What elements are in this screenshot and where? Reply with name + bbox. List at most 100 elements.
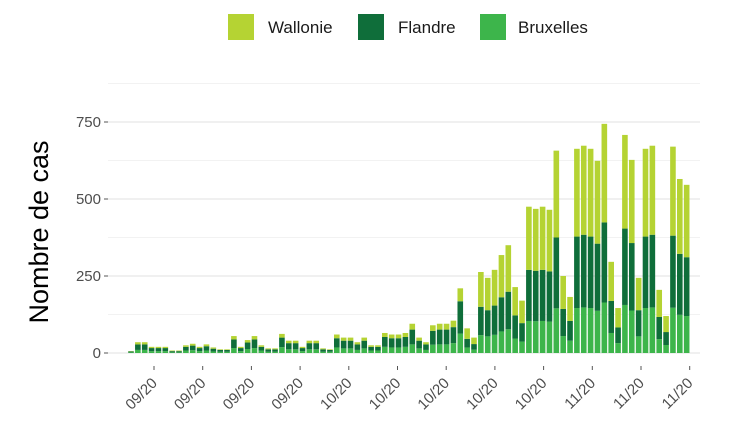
x-tick-label: 09/20 xyxy=(122,375,161,414)
bar-flandre xyxy=(203,346,210,351)
bar-bruxelles xyxy=(670,307,676,353)
bar-flandre xyxy=(320,349,326,352)
bar-flandre xyxy=(677,253,683,315)
y-tick-label: 500 xyxy=(76,191,101,208)
x-tick-label: 09/20 xyxy=(220,375,259,414)
bar-bruxelles xyxy=(580,307,587,353)
bar-wallonie xyxy=(683,184,690,258)
bar-wallonie xyxy=(279,333,285,338)
bar-flandre xyxy=(244,342,251,349)
bar-wallonie xyxy=(409,323,416,330)
bar-flandre xyxy=(237,348,244,352)
bar-bruxelles xyxy=(587,308,594,353)
bar-wallonie xyxy=(560,276,566,309)
bar-flandre xyxy=(347,340,354,349)
bar-bruxelles xyxy=(683,316,690,353)
bar-flandre xyxy=(210,348,217,352)
bar-flandre xyxy=(423,344,429,350)
bar-flandre xyxy=(141,344,148,350)
bar-bruxelles xyxy=(519,341,525,353)
bar-flandre xyxy=(292,343,299,350)
bar-bruxelles xyxy=(574,308,580,353)
bar-flandre xyxy=(395,338,402,348)
bar-bruxelles xyxy=(382,346,388,353)
bar-wallonie xyxy=(402,332,409,337)
bar-bruxelles xyxy=(135,349,141,353)
bar-bruxelles xyxy=(656,339,663,353)
bar-wallonie xyxy=(272,348,278,350)
bar-wallonie xyxy=(334,334,340,339)
bar-bruxelles xyxy=(292,349,299,353)
bar-wallonie xyxy=(594,160,601,244)
bar-flandre xyxy=(498,297,505,332)
bar-wallonie xyxy=(580,145,587,235)
bar-bruxelles xyxy=(388,347,395,353)
bar-bruxelles xyxy=(443,344,450,353)
x-tick-label: 10/20 xyxy=(317,375,356,414)
legend-swatch-bruxelles xyxy=(480,14,506,40)
bar-bruxelles xyxy=(320,351,326,353)
bar-bruxelles xyxy=(196,351,203,353)
bar-bruxelles xyxy=(409,344,416,353)
bar-wallonie xyxy=(532,208,539,271)
bar-wallonie xyxy=(663,316,669,333)
bar-wallonie xyxy=(484,277,491,311)
bar-flandre xyxy=(306,343,313,350)
bar-wallonie xyxy=(210,347,217,349)
bar-flandre xyxy=(519,323,525,342)
bar-bruxelles xyxy=(416,348,422,353)
bar-wallonie xyxy=(265,348,271,350)
bar-wallonie xyxy=(189,343,196,346)
bar-flandre xyxy=(436,329,443,345)
bar-flandre xyxy=(628,243,635,311)
bar-flandre xyxy=(649,234,656,308)
bar-wallonie xyxy=(526,206,532,270)
bar-wallonie xyxy=(340,337,347,341)
x-tick-label: 10/20 xyxy=(414,375,453,414)
bar-bruxelles xyxy=(347,348,354,353)
bar-flandre xyxy=(457,301,464,334)
bars xyxy=(128,123,690,353)
bar-bruxelles xyxy=(155,351,162,353)
bar-flandre xyxy=(670,235,676,308)
bar-wallonie xyxy=(299,346,306,349)
x-tick-label: 09/20 xyxy=(171,375,210,414)
bar-bruxelles xyxy=(203,350,210,353)
bar-wallonie xyxy=(292,340,299,344)
bar-bruxelles xyxy=(285,349,292,353)
bar-flandre xyxy=(155,348,162,352)
bar-bruxelles xyxy=(430,344,436,353)
bar-flandre xyxy=(176,351,182,353)
y-tick-label: 250 xyxy=(76,268,101,285)
x-tick-label: 11/20 xyxy=(610,375,648,413)
bar-flandre xyxy=(464,338,470,348)
y-axis: 0 250 500 750 xyxy=(76,114,108,362)
bar-bruxelles xyxy=(471,349,477,353)
bar-wallonie xyxy=(574,148,580,237)
bar-flandre xyxy=(169,351,175,353)
bar-bruxelles xyxy=(546,321,553,353)
bar-wallonie xyxy=(162,346,169,349)
bar-flandre xyxy=(430,330,436,345)
bar-flandre xyxy=(512,315,518,339)
bar-flandre xyxy=(361,340,368,349)
bar-flandre xyxy=(580,234,587,308)
x-tick-label: 10/20 xyxy=(366,375,405,414)
bar-flandre xyxy=(574,236,580,309)
bar-flandre xyxy=(272,349,278,352)
bar-flandre xyxy=(375,346,381,351)
bar-bruxelles xyxy=(567,340,573,353)
legend-swatch-flandre xyxy=(358,14,384,40)
bar-flandre xyxy=(135,344,141,350)
bar-bruxelles xyxy=(505,329,512,353)
bar-wallonie xyxy=(224,349,230,350)
bar-flandre xyxy=(128,351,134,353)
bar-flandre xyxy=(285,343,292,350)
bar-wallonie xyxy=(423,342,429,345)
bar-flandre xyxy=(382,336,388,347)
bar-bruxelles xyxy=(272,351,278,353)
bar-flandre xyxy=(663,332,669,345)
bar-bruxelles xyxy=(539,320,546,353)
bar-wallonie xyxy=(656,289,663,317)
bar-bruxelles xyxy=(217,351,223,353)
